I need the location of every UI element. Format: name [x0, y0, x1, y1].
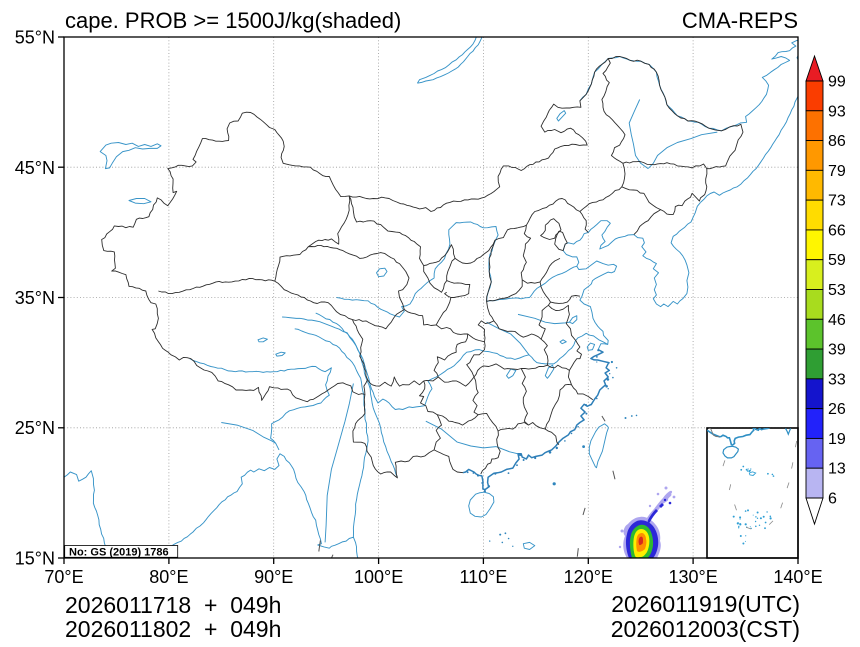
- svg-text:100°E: 100°E: [354, 567, 403, 587]
- svg-text:39: 39: [828, 342, 846, 359]
- svg-text:33: 33: [828, 371, 846, 388]
- svg-text:6: 6: [828, 491, 837, 508]
- svg-text:130°E: 130°E: [668, 567, 717, 587]
- svg-text:55°N: 55°N: [15, 28, 55, 48]
- svg-text:2026012003(CST): 2026012003(CST): [611, 616, 800, 642]
- svg-text:79: 79: [828, 163, 846, 180]
- svg-text:45°N: 45°N: [15, 158, 55, 178]
- svg-text:53: 53: [828, 282, 846, 299]
- svg-text:110°E: 110°E: [459, 567, 507, 587]
- svg-text:99: 99: [828, 74, 846, 91]
- svg-text:25°N: 25°N: [15, 418, 55, 438]
- svg-text:73: 73: [828, 193, 846, 210]
- svg-text:2026011919(UTC): 2026011919(UTC): [611, 591, 800, 617]
- svg-text:No: GS (2019) 1786: No: GS (2019) 1786: [69, 547, 169, 559]
- svg-text:15°N: 15°N: [15, 549, 55, 569]
- svg-text:80°E: 80°E: [149, 567, 188, 587]
- svg-text:120°E: 120°E: [564, 567, 613, 587]
- svg-text:140°E: 140°E: [773, 567, 822, 587]
- svg-text:2026011802 + 049h: 2026011802 + 049h: [65, 616, 281, 642]
- svg-text:70°E: 70°E: [44, 567, 83, 587]
- svg-text:26: 26: [828, 401, 846, 418]
- svg-text:66: 66: [828, 222, 846, 239]
- svg-text:46: 46: [828, 312, 846, 329]
- svg-text:cape. PROB >= 1500J/kg(shaded): cape. PROB >= 1500J/kg(shaded): [65, 8, 401, 33]
- svg-text:93: 93: [828, 103, 846, 120]
- svg-text:13: 13: [828, 461, 846, 478]
- svg-text:90°E: 90°E: [254, 567, 293, 587]
- svg-text:59: 59: [828, 252, 846, 269]
- svg-text:19: 19: [828, 431, 846, 448]
- svg-text:CMA-REPS: CMA-REPS: [682, 8, 798, 33]
- svg-text:35°N: 35°N: [15, 288, 55, 308]
- svg-text:86: 86: [828, 133, 846, 150]
- svg-text:2026011718 + 049h: 2026011718 + 049h: [65, 592, 281, 618]
